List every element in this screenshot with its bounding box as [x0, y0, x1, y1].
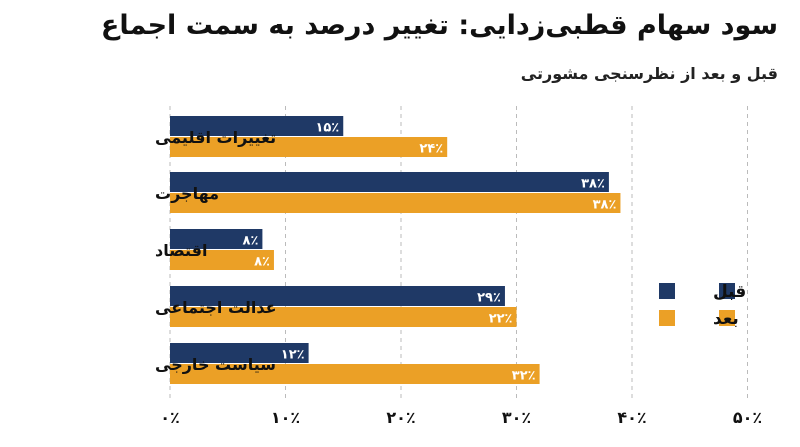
legend-swatch-left	[659, 310, 675, 326]
legend-swatch-right	[719, 283, 735, 299]
bar-after	[170, 364, 540, 384]
bar-value-label-after: ۲۴٪	[419, 142, 443, 157]
category-label: سیاست خارجی	[155, 355, 276, 374]
bar-after	[170, 137, 448, 157]
category-labels: تغییرات اقلیمی مهاجرت اقتصاد عدالت اجتماعی س…	[155, 128, 277, 374]
category-label: عدالت اجتماعی	[155, 298, 277, 317]
bar-before	[170, 229, 263, 249]
legend: قبل بعد	[659, 282, 746, 329]
bar-value-label-before: ۳۸٪	[581, 177, 605, 192]
bar-value-label-after: ۳۸٪	[593, 198, 617, 213]
x-tick-label: ۳۰٪	[502, 408, 531, 427]
bar-value-label-before: ۸٪	[243, 234, 259, 249]
x-tick-label: ۱۰٪	[271, 408, 300, 427]
bar-after	[170, 307, 517, 327]
chart-subtitle: قبل و بعد از نظرسنجی مشورتی	[520, 64, 778, 83]
bar-after	[170, 250, 274, 270]
bars: ۱۵٪ ۳۸٪ ۸٪ ۲۹٪ ۱۲٪ ۲۴٪ ۳۸٪ ۸٪ ۲۲٪ ۳۲٪	[170, 116, 621, 384]
bar-before	[170, 286, 505, 306]
legend-label: قبل	[713, 282, 746, 302]
category-label: اقتصاد	[155, 241, 207, 260]
category-label: مهاجرت	[155, 184, 219, 203]
bar-after	[170, 193, 621, 213]
x-tick-label: ۲۰٪	[386, 408, 415, 427]
legend-swatch-right	[719, 310, 735, 326]
x-tick-label: ۰٪	[160, 408, 180, 427]
bar-value-label-after: ۳۲٪	[512, 369, 536, 384]
bar-value-label-after: ۸٪	[254, 255, 270, 270]
bar-value-label-after: ۲۲٪	[489, 312, 513, 327]
bar-before	[170, 343, 309, 363]
bar-before	[170, 172, 609, 192]
bar-value-label-before: ۱۵٪	[315, 121, 339, 136]
chart-title: سود سهام قطبی‌زدایی: تغییر درصد به سمت ا…	[100, 10, 778, 41]
x-axis-ticks: ۰٪ ۱۰٪ ۲۰٪ ۳۰٪ ۴۰٪ ۵۰٪	[160, 408, 762, 427]
legend-swatch-left	[659, 283, 675, 299]
bar-value-label-before: ۲۹٪	[477, 291, 501, 306]
category-label: تغییرات اقلیمی	[155, 128, 276, 147]
legend-label: بعد	[713, 309, 739, 329]
x-tick-label: ۴۰٪	[617, 408, 646, 427]
bar-before	[170, 116, 344, 136]
bar-value-label-before: ۱۲٪	[281, 348, 305, 363]
x-tick-label: ۵۰٪	[733, 408, 762, 427]
